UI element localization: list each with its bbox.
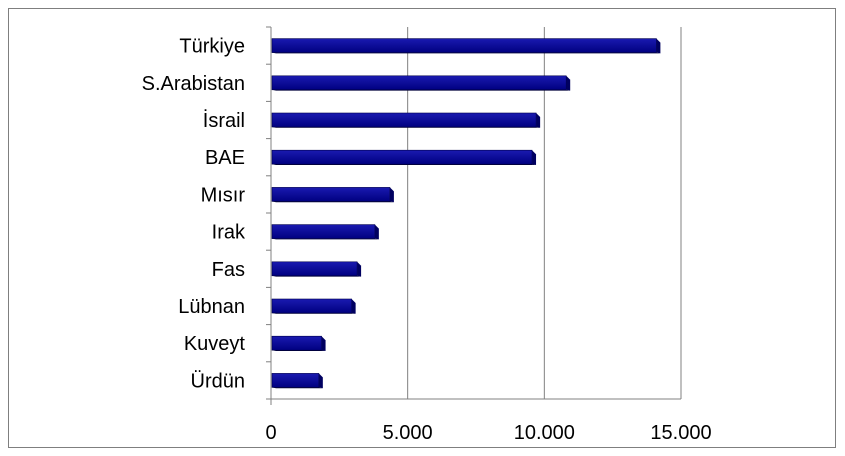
bar-face (271, 38, 657, 53)
category-labels: Türkiye S.Arabistan İsrail BAE Mısır Irak Fas L… (142, 36, 246, 393)
bar-face (271, 224, 376, 239)
bar-bevel (656, 38, 661, 54)
bar-shadow (272, 350, 326, 351)
bar-shadow (272, 275, 362, 277)
bar-face (271, 187, 391, 202)
bars (271, 38, 661, 389)
bar-shadow (272, 164, 537, 165)
x-tick-label: 5.000 (383, 422, 433, 444)
axes (266, 26, 681, 405)
bar-face (271, 335, 322, 351)
bar-chart: Türkiye S.Arabistan İsrail BAE Mısır Irak Fas L… (142, 26, 712, 444)
bar-shadow (272, 127, 541, 128)
bar (271, 38, 661, 54)
bar (271, 261, 362, 277)
bar-bevel (389, 187, 394, 203)
bar-bevel (566, 75, 571, 91)
bar-face (271, 373, 320, 388)
bar-shadow (272, 52, 661, 54)
bar (271, 335, 326, 351)
bar-bevel (321, 336, 326, 351)
bar-bevel (374, 224, 379, 240)
category-label: Türkiye (179, 36, 245, 58)
bar-bevel (318, 373, 323, 389)
bar-shadow (272, 201, 394, 203)
bar-bevel (536, 113, 541, 128)
category-label: S.Arabistan (142, 73, 245, 95)
bar-face (271, 112, 537, 128)
bar (271, 187, 394, 203)
category-label: BAE (205, 147, 245, 169)
bar-bevel (532, 150, 537, 165)
x-tick-label: 10.000 (514, 422, 575, 444)
category-label: Ürdün (191, 370, 245, 392)
bar (271, 75, 571, 91)
category-label: Irak (212, 222, 246, 244)
chart-frame: Türkiye S.Arabistan İsrail BAE Mısır Irak Fas L… (8, 8, 836, 448)
bar-shadow (272, 238, 379, 240)
bar-shadow (272, 89, 571, 91)
bar (271, 224, 379, 240)
bar-bevel (351, 299, 356, 314)
category-label: Lübnan (178, 296, 245, 318)
bar (271, 149, 537, 165)
bar-face (271, 149, 533, 165)
category-label: Kuveyt (184, 333, 246, 355)
bar-bevel (357, 261, 362, 277)
category-label: Fas (212, 259, 245, 281)
bar-face (271, 298, 352, 314)
bar (271, 112, 541, 128)
bar-shadow (272, 387, 323, 389)
bar-shadow (272, 313, 356, 314)
bar (271, 298, 356, 314)
x-tick-label: 0 (265, 422, 276, 444)
bar (271, 373, 323, 389)
tick-labels: 0 5.000 10.000 15.000 (265, 422, 711, 444)
category-label: Mısır (201, 184, 246, 206)
x-tick-label: 15.000 (650, 422, 711, 444)
category-label: İsrail (203, 109, 245, 132)
bar-face (271, 261, 358, 277)
bar-face (271, 75, 567, 91)
